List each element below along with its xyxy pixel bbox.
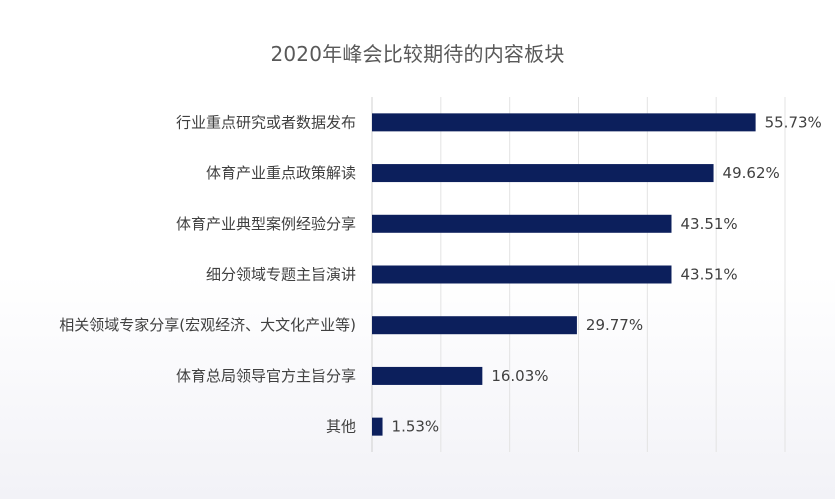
category-label: 细分领域专题主旨演讲 [206, 266, 356, 284]
bar [372, 366, 483, 385]
category-label: 相关领域专家分享(宏观经济、大文化产业等) [59, 316, 356, 334]
bar [372, 164, 714, 183]
category-label: 体育产业典型案例经验分享 [176, 215, 356, 233]
data-label: 16.03% [491, 367, 548, 385]
data-label: 29.77% [586, 316, 643, 334]
data-label: 55.73% [765, 113, 822, 131]
category-label: 行业重点研究或者数据发布 [176, 113, 356, 131]
bar [372, 265, 672, 284]
data-label: 43.51% [680, 215, 737, 233]
bar [372, 113, 756, 132]
labels: 行业重点研究或者数据发布 55.73% 体育产业重点政策解读 49.62% 体育产业典型… [59, 113, 822, 435]
data-label: 1.53% [392, 418, 440, 436]
data-label: 49.62% [723, 164, 780, 182]
category-label: 其他 [326, 418, 356, 436]
category-label: 体育总局领导官方主旨分享 [176, 367, 356, 385]
category-label: 体育产业重点政策解读 [206, 164, 356, 182]
chart-title: 2020年峰会比较期待的内容板块 [270, 42, 565, 66]
bar [372, 316, 577, 335]
data-label: 43.51% [680, 266, 737, 284]
bars [372, 113, 756, 436]
bar [372, 214, 672, 233]
bar [372, 417, 383, 436]
